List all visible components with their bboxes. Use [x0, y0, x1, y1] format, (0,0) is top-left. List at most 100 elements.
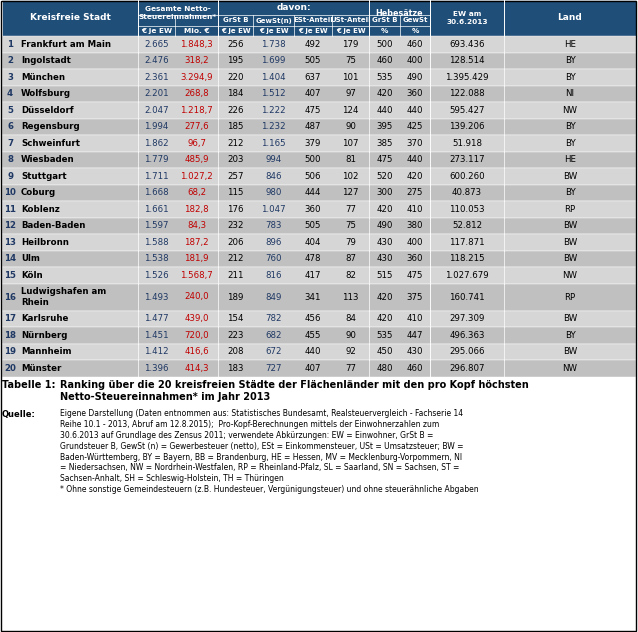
Text: BY: BY: [565, 56, 575, 65]
Text: 1.027.679: 1.027.679: [445, 270, 489, 280]
Text: Wiesbaden: Wiesbaden: [21, 155, 75, 164]
Text: 496.363: 496.363: [449, 331, 485, 340]
Text: 1.222: 1.222: [261, 106, 286, 115]
Text: 1.395.429: 1.395.429: [445, 73, 489, 82]
Text: 139.206: 139.206: [449, 122, 485, 131]
Text: 226: 226: [227, 106, 244, 115]
Text: 128.514: 128.514: [449, 56, 485, 65]
Text: 395: 395: [376, 122, 392, 131]
Text: RP: RP: [565, 205, 575, 214]
Text: 318,2: 318,2: [184, 56, 209, 65]
Text: 1.165: 1.165: [261, 139, 286, 148]
Text: 490: 490: [376, 221, 392, 230]
Text: Münster: Münster: [21, 364, 61, 373]
Text: 20: 20: [4, 364, 16, 373]
Text: 1.232: 1.232: [261, 122, 286, 131]
Text: 375: 375: [407, 293, 423, 301]
Text: Köln: Köln: [21, 270, 43, 280]
Text: RP: RP: [565, 293, 575, 301]
Text: 195: 195: [227, 56, 244, 65]
Text: 2.361: 2.361: [144, 73, 169, 82]
Text: 82: 82: [345, 270, 356, 280]
Text: 492: 492: [305, 40, 321, 49]
Text: 404: 404: [305, 238, 322, 246]
Text: 90: 90: [345, 331, 356, 340]
Text: BW: BW: [563, 221, 577, 230]
Text: Baden-Baden: Baden-Baden: [21, 221, 85, 230]
Text: 187,2: 187,2: [184, 238, 209, 246]
Text: 203: 203: [227, 155, 244, 164]
Text: 444: 444: [305, 188, 322, 197]
Text: 110.053: 110.053: [449, 205, 485, 214]
Bar: [2, 310, 636, 327]
Text: 1.526: 1.526: [144, 270, 169, 280]
Text: 360: 360: [305, 205, 322, 214]
Text: 189: 189: [227, 293, 244, 301]
Text: 122.088: 122.088: [449, 89, 485, 98]
Text: BW: BW: [563, 172, 577, 181]
Text: 115: 115: [227, 188, 244, 197]
Text: 117.871: 117.871: [449, 238, 485, 246]
Text: 400: 400: [407, 56, 423, 65]
Text: NI: NI: [565, 89, 574, 98]
Text: 460: 460: [407, 364, 423, 373]
Text: 760: 760: [265, 254, 282, 264]
Text: 693.436: 693.436: [449, 40, 485, 49]
Text: 297.309: 297.309: [449, 314, 485, 323]
Text: 410: 410: [407, 205, 423, 214]
Text: 420: 420: [407, 172, 423, 181]
Text: Mio. €: Mio. €: [184, 28, 209, 34]
Bar: [2, 168, 636, 185]
Text: 500: 500: [305, 155, 322, 164]
Text: € je EW: € je EW: [336, 28, 366, 34]
Text: 212: 212: [227, 254, 244, 264]
Text: 107: 107: [342, 139, 359, 148]
Bar: [2, 0, 636, 36]
Text: 96,7: 96,7: [187, 139, 206, 148]
Text: 414,3: 414,3: [184, 364, 209, 373]
Text: 595.427: 595.427: [449, 106, 485, 115]
Text: NW: NW: [563, 270, 577, 280]
Text: 5: 5: [7, 106, 13, 115]
Text: 240,0: 240,0: [184, 293, 209, 301]
Text: BW: BW: [563, 254, 577, 264]
Text: 1.412: 1.412: [144, 347, 169, 356]
Text: 1.711: 1.711: [144, 172, 169, 181]
Text: 90: 90: [345, 122, 356, 131]
Text: 2.047: 2.047: [144, 106, 169, 115]
Text: Koblenz: Koblenz: [21, 205, 60, 214]
Text: GewSt(n): GewSt(n): [255, 18, 292, 23]
Text: 184: 184: [227, 89, 244, 98]
Text: Düsseldorf: Düsseldorf: [21, 106, 73, 115]
Text: 6: 6: [7, 122, 13, 131]
Text: 113: 113: [342, 293, 359, 301]
Text: 846: 846: [265, 172, 282, 181]
Text: 273.117: 273.117: [449, 155, 485, 164]
Text: 182,8: 182,8: [184, 205, 209, 214]
Bar: [2, 201, 636, 217]
Text: 385: 385: [376, 139, 393, 148]
Bar: [2, 284, 636, 310]
Text: 1.218,7: 1.218,7: [180, 106, 213, 115]
Text: %: %: [412, 28, 419, 34]
Text: 816: 816: [265, 270, 282, 280]
Text: 896: 896: [265, 238, 282, 246]
Text: 1.538: 1.538: [144, 254, 169, 264]
Text: 220: 220: [227, 73, 244, 82]
Text: Wolfsburg: Wolfsburg: [21, 89, 71, 98]
Bar: [2, 135, 636, 152]
Text: 2: 2: [7, 56, 13, 65]
Text: Eigene Darstellung (Daten entnommen aus: Statistisches Bundesamt, Realsteuerverg: Eigene Darstellung (Daten entnommen aus:…: [60, 410, 478, 494]
Text: Nürnberg: Nürnberg: [21, 331, 68, 340]
Text: 97: 97: [345, 89, 356, 98]
Bar: [2, 327, 636, 344]
Text: 2.476: 2.476: [144, 56, 169, 65]
Text: Gesamte Netto-
Steuereinnahmen*: Gesamte Netto- Steuereinnahmen*: [139, 6, 217, 20]
Text: 1.568,7: 1.568,7: [180, 270, 213, 280]
Text: 181,9: 181,9: [184, 254, 209, 264]
Text: Ulm: Ulm: [21, 254, 40, 264]
Text: 1.597: 1.597: [144, 221, 168, 230]
Bar: [2, 234, 636, 250]
Text: 370: 370: [407, 139, 423, 148]
Bar: [2, 250, 636, 267]
